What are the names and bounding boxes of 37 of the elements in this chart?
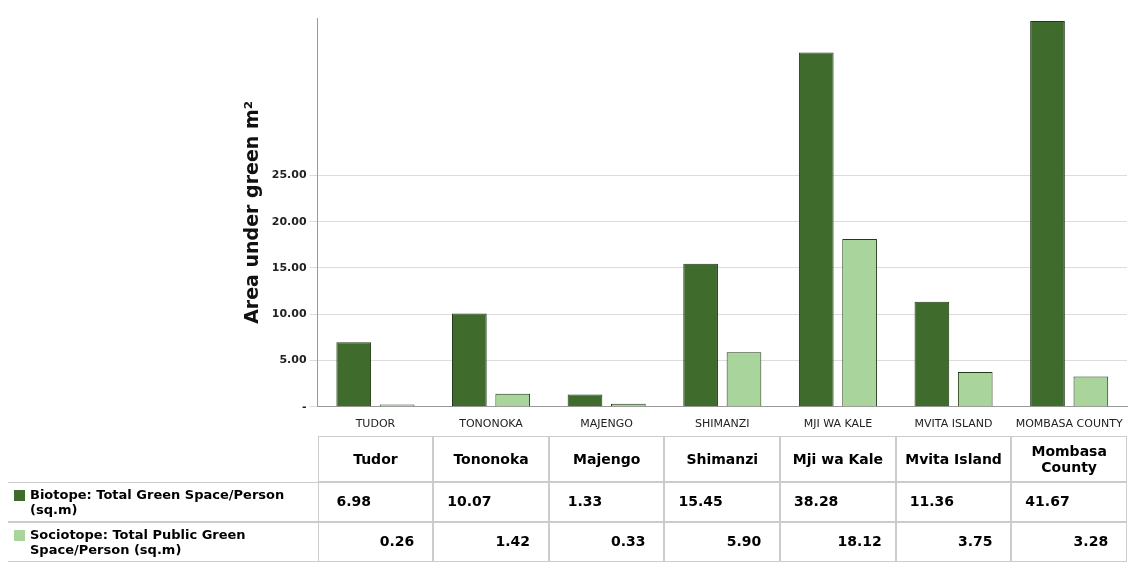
y-tick-label: 20.00 [271, 214, 307, 228]
data-label: 11.36 [908, 493, 955, 509]
text: Shimanzi [686, 451, 759, 467]
data-label: 1.42 [494, 533, 531, 549]
text: Tudor [353, 451, 398, 467]
legend-label: Biotope: Total Green Space/Person (sq.m) [30, 487, 286, 517]
x-tick-label: TONONOKA [458, 417, 524, 431]
x-tick-label: TUDOR [354, 417, 396, 431]
text: Majengo [573, 451, 641, 467]
x-tick-label: SHIMANZI [695, 417, 750, 431]
text: Mombasa County [1030, 443, 1108, 475]
x-tick-label: MVITA ISLAND [914, 417, 993, 431]
data-label: 0.33 [610, 533, 647, 549]
y-tick-label: 5.00 [279, 353, 307, 367]
y-axis-title: Area under green m² [240, 100, 263, 324]
x-tick-label: MAJENGO [580, 417, 634, 431]
data-label: 38.28 [793, 493, 840, 509]
text: Tononoka [453, 451, 529, 467]
text: Mvita Island [905, 451, 1002, 467]
y-tick-label: - [302, 399, 307, 413]
x-tick-label: MOMBASA COUNTY [1015, 417, 1123, 431]
data-label: 3.75 [956, 533, 994, 549]
data-label: 1.33 [566, 493, 604, 509]
x-tick-label: MJI WA KALE [803, 417, 873, 431]
data-label: 15.45 [677, 493, 724, 509]
y-tick-label: 10.00 [271, 307, 307, 321]
data-label: 3.28 [1072, 533, 1110, 549]
data-label: 6.98 [335, 493, 372, 509]
data-label: 0.26 [378, 533, 416, 549]
text: Mji wa Kale [792, 451, 884, 467]
data-label: 18.12 [836, 533, 883, 549]
y-tick-label: 15.00 [271, 260, 307, 274]
data-label: 41.67 [1024, 493, 1071, 509]
y-tick-label: 25.00 [271, 168, 307, 182]
legend-label: Sociotope: Total Public Green Space/Person (sq.m) [30, 527, 247, 557]
data-label: 10.07 [446, 493, 493, 509]
data-label: 5.90 [725, 533, 763, 549]
